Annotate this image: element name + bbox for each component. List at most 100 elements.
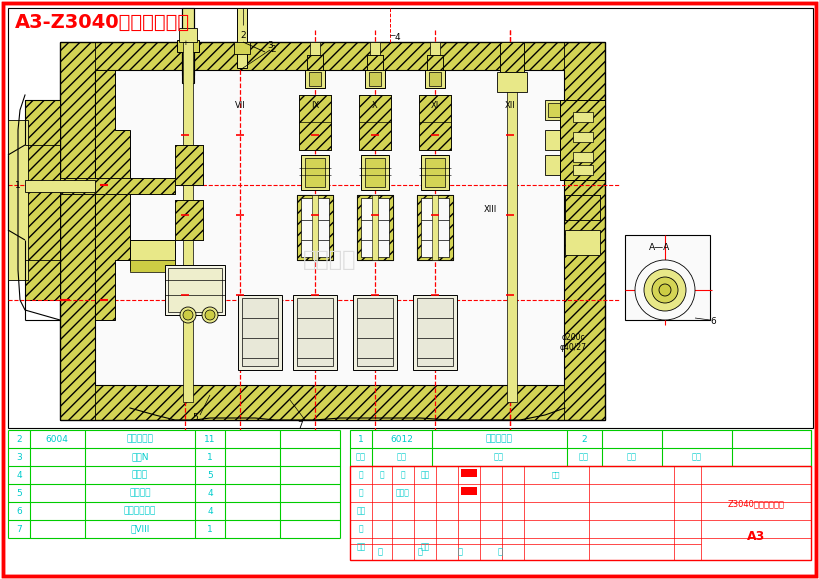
Bar (175, 145, 203, 185)
Text: 7: 7 (16, 525, 22, 533)
Text: 张: 张 (418, 548, 423, 556)
Bar (413, 295, 457, 370)
Text: A3: A3 (747, 530, 765, 543)
Text: 1: 1 (358, 434, 364, 444)
Text: 深沟球轴承: 深沟球轴承 (127, 434, 153, 444)
Bar (25, 100, 60, 300)
Text: 材料: 材料 (627, 453, 637, 461)
Text: 3: 3 (267, 41, 273, 49)
Bar (25, 180, 95, 192)
Bar (372, 195, 378, 260)
Bar (565, 230, 600, 255)
Bar (179, 28, 197, 42)
Text: 2: 2 (240, 31, 246, 39)
Text: +: + (182, 40, 188, 46)
Text: 4: 4 (395, 34, 400, 42)
Bar (370, 42, 380, 77)
Bar (429, 72, 441, 86)
Bar (357, 195, 393, 260)
Circle shape (659, 284, 671, 296)
Circle shape (652, 277, 678, 303)
Bar (25, 100, 60, 300)
Bar (359, 95, 391, 150)
Bar (423, 98, 447, 147)
Bar (417, 195, 453, 260)
Bar (60, 385, 605, 420)
Text: 2: 2 (270, 46, 276, 54)
Bar (425, 70, 445, 88)
Bar (8, 8, 813, 428)
Text: XIII: XIII (483, 206, 496, 214)
Bar (307, 55, 323, 77)
Text: 5: 5 (192, 413, 198, 423)
Text: 2: 2 (16, 434, 22, 444)
Text: 锁紧垫: 锁紧垫 (132, 471, 148, 479)
Text: Z3040进给传动机构: Z3040进给传动机构 (727, 499, 785, 508)
Bar (560, 100, 605, 180)
Text: 6004: 6004 (46, 434, 69, 444)
Bar (182, 8, 194, 83)
Text: VII: VII (234, 101, 246, 109)
Text: X: X (372, 101, 378, 109)
Text: 第: 第 (458, 548, 463, 556)
Bar (293, 295, 337, 370)
Bar (60, 178, 175, 194)
Bar (545, 155, 575, 175)
Text: φ200c: φ200c (561, 334, 585, 343)
Text: 生源风网: 生源风网 (303, 250, 357, 270)
Bar (701, 466, 811, 560)
Text: 4: 4 (207, 489, 213, 497)
Text: 标注: 标注 (552, 472, 560, 478)
Bar (425, 158, 445, 187)
Bar (369, 72, 381, 86)
Bar (565, 195, 600, 220)
Text: A—A: A—A (649, 244, 671, 252)
Text: 6: 6 (710, 317, 716, 327)
Text: 1: 1 (15, 181, 20, 189)
Bar (238, 295, 282, 370)
Bar (545, 130, 575, 150)
Text: 1: 1 (207, 453, 213, 461)
Text: 备注: 备注 (692, 453, 702, 461)
Bar (427, 55, 443, 77)
Bar (419, 95, 451, 150)
Text: 6012: 6012 (391, 434, 414, 444)
Bar (177, 40, 199, 52)
Bar (545, 100, 575, 120)
Bar (361, 198, 389, 257)
Bar (350, 430, 811, 466)
Bar (183, 42, 193, 402)
Bar (548, 103, 572, 117)
Bar (309, 72, 321, 86)
Bar (573, 165, 593, 175)
Bar (301, 155, 329, 190)
Text: 双联齿轮: 双联齿轮 (129, 489, 151, 497)
Text: 垫圈N: 垫圈N (131, 453, 149, 461)
Text: XI: XI (431, 101, 439, 109)
Bar (560, 100, 605, 180)
Circle shape (644, 269, 686, 311)
Bar (242, 298, 278, 366)
Text: 序号: 序号 (356, 453, 366, 461)
Bar (367, 55, 383, 77)
Text: 5: 5 (16, 489, 22, 497)
Bar (175, 200, 203, 240)
Text: 标准化: 标准化 (396, 489, 410, 497)
Bar (363, 98, 387, 147)
Bar (573, 112, 593, 122)
Text: 名称: 名称 (494, 453, 504, 461)
Bar (297, 195, 333, 260)
Bar (365, 158, 385, 187)
Bar (297, 195, 333, 260)
Text: 批准: 批准 (420, 543, 430, 552)
Text: 轴VIII: 轴VIII (130, 525, 150, 533)
Circle shape (635, 260, 695, 320)
Text: 6: 6 (16, 507, 22, 515)
Bar (430, 42, 440, 77)
Bar (299, 95, 331, 150)
Bar (357, 298, 393, 366)
Bar (365, 70, 385, 88)
Bar (350, 466, 811, 560)
Bar (60, 42, 95, 420)
Bar (419, 95, 451, 150)
